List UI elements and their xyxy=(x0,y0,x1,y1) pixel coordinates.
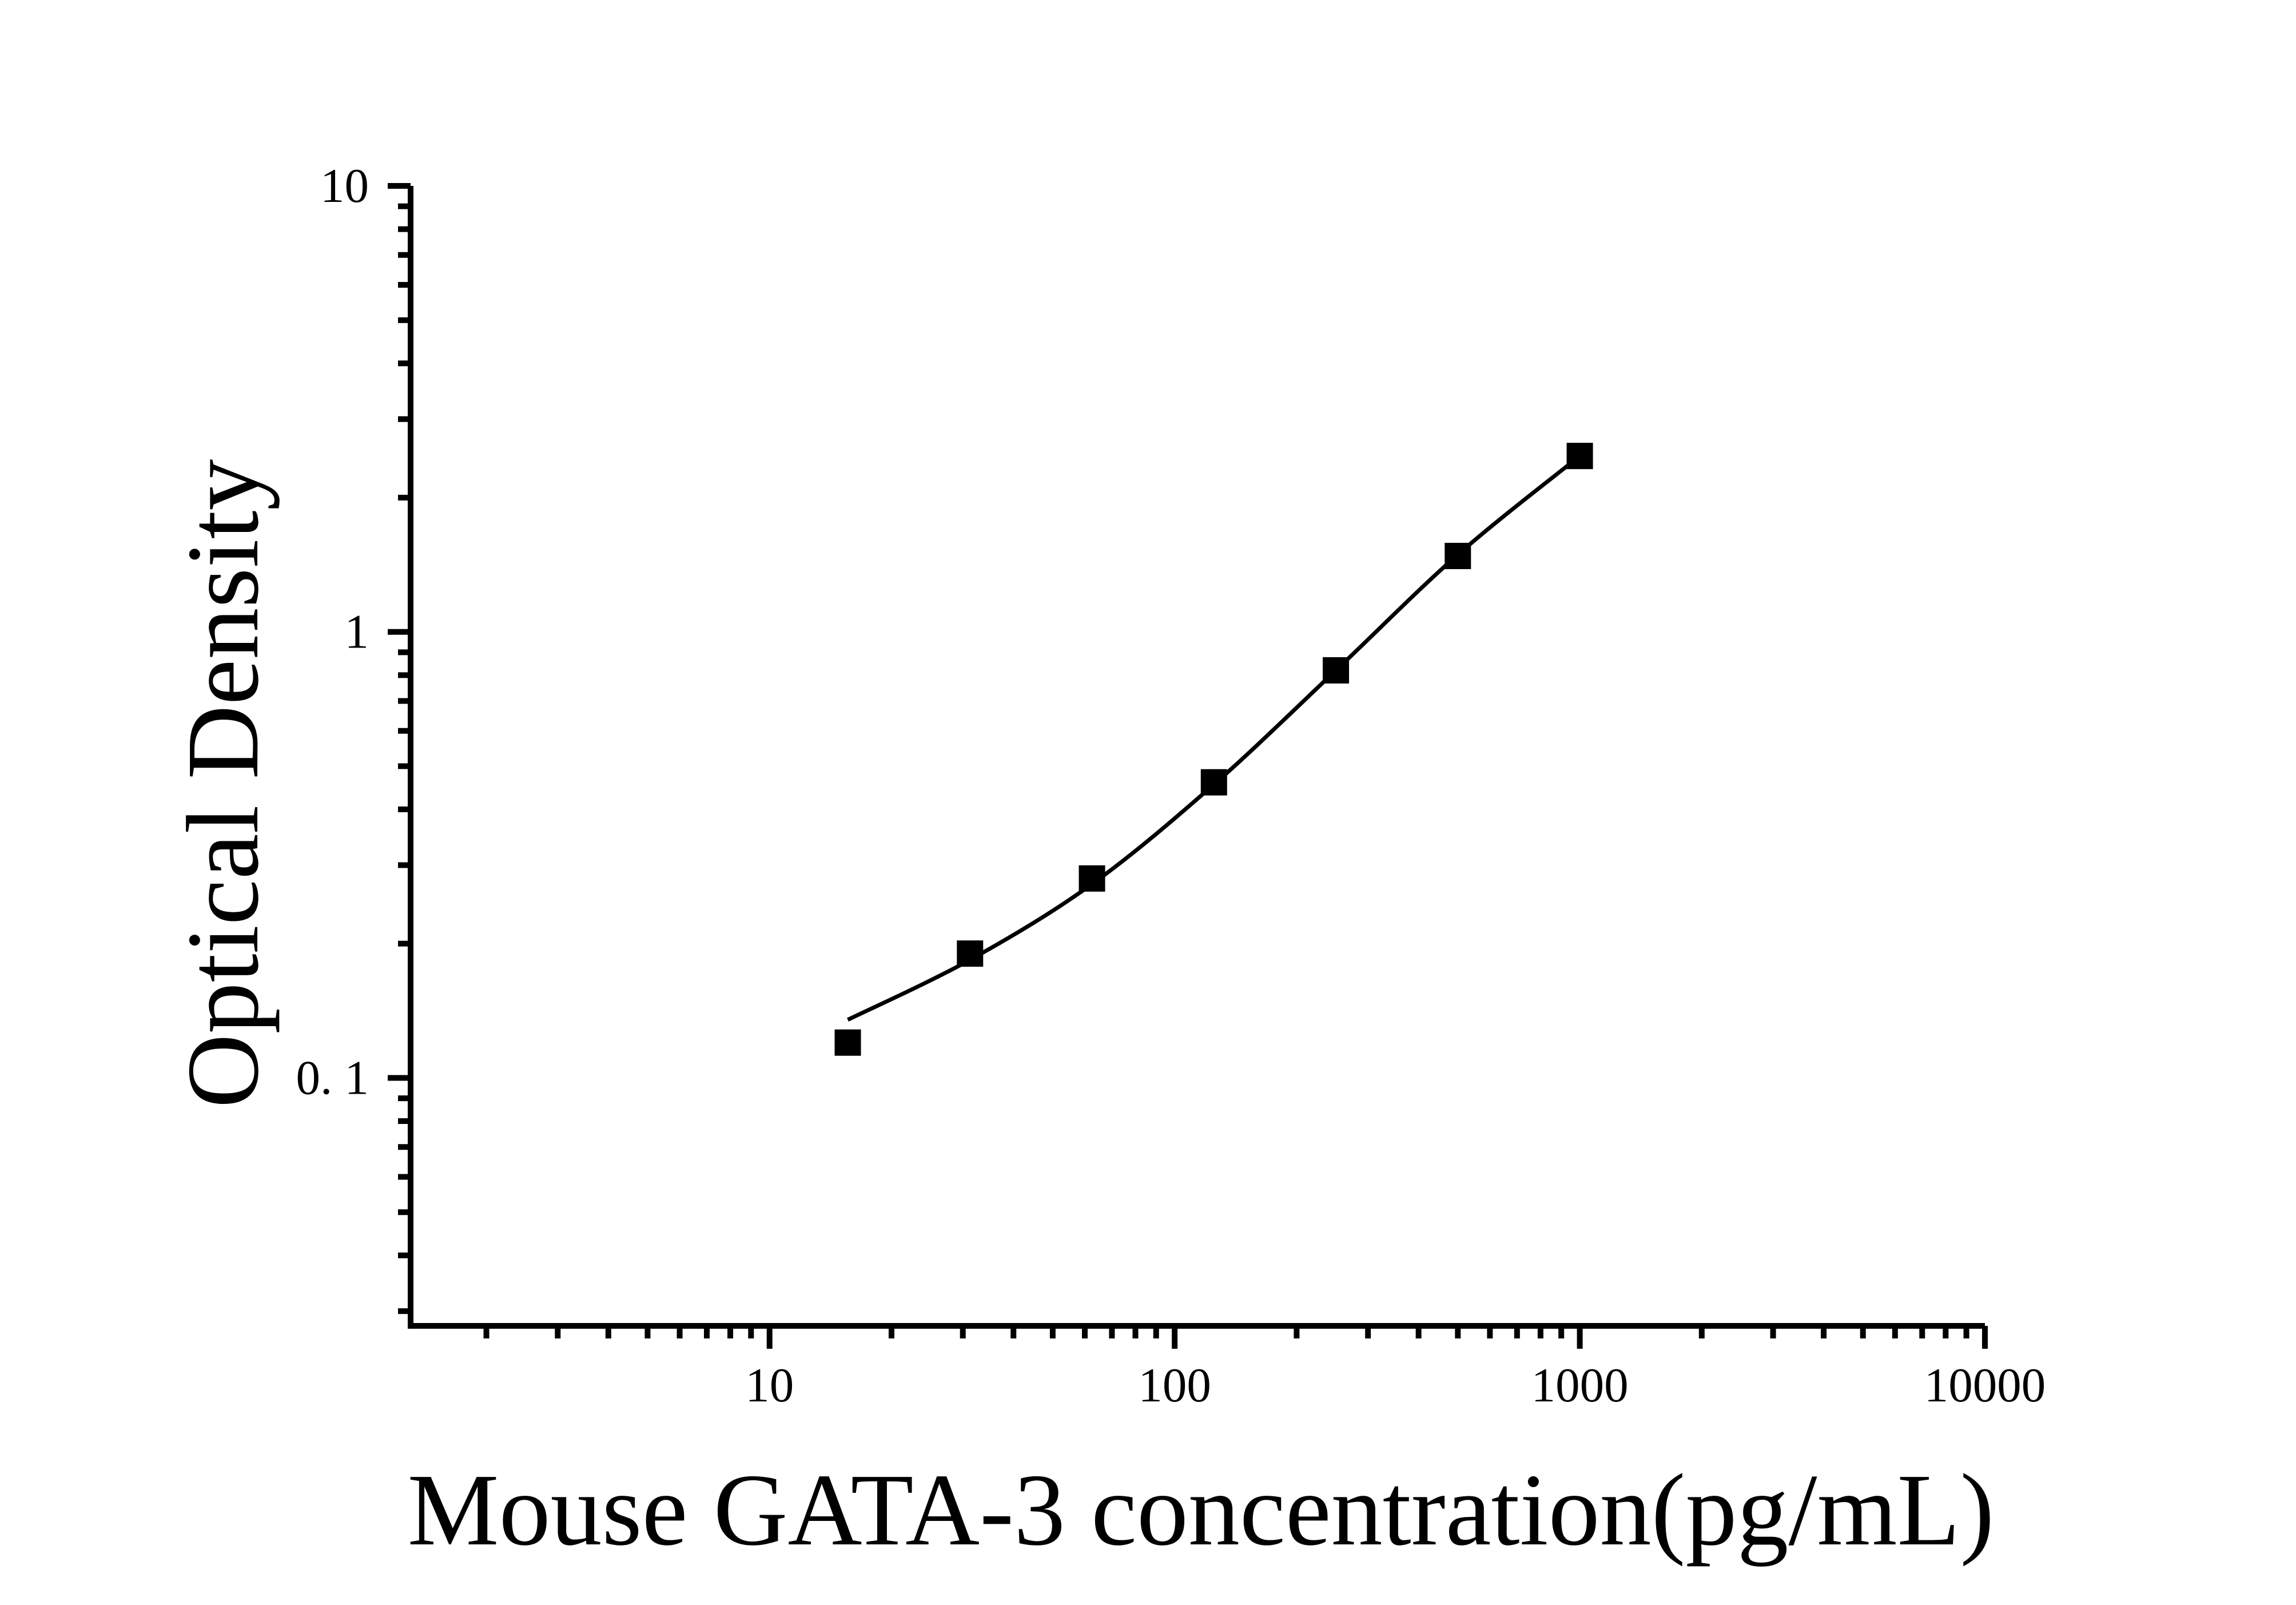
tick-labels-layer: 10 100 1000 10000 0. 1 1 10 xyxy=(296,159,2046,1412)
y-tick-label: 1 xyxy=(345,605,369,659)
fit-curve xyxy=(846,454,1581,1022)
x-tick-label: 10000 xyxy=(1924,1358,2046,1412)
y-tick-label: 0. 1 xyxy=(296,1051,369,1105)
x-tick-label: 10 xyxy=(745,1358,794,1412)
data-point-marker xyxy=(1445,542,1471,569)
data-point-marker xyxy=(1566,443,1593,470)
x-tick-label: 1000 xyxy=(1531,1358,1629,1412)
x-axis-title: Mouse GATA-3 concentration(pg/mL) xyxy=(408,1453,1995,1567)
data-point-marker xyxy=(957,940,984,967)
fit-curve-layer xyxy=(846,454,1581,1022)
data-point-marker xyxy=(834,1029,861,1056)
y-axis-title: Optical Density xyxy=(166,459,280,1109)
data-point-marker xyxy=(1323,657,1350,684)
axes-layer xyxy=(388,183,1988,1349)
data-point-marker xyxy=(1200,769,1227,796)
x-tick-label: 100 xyxy=(1138,1358,1211,1412)
data-points-layer xyxy=(834,443,1593,1056)
y-tick-label: 10 xyxy=(320,159,369,213)
data-point-marker xyxy=(1079,865,1105,892)
